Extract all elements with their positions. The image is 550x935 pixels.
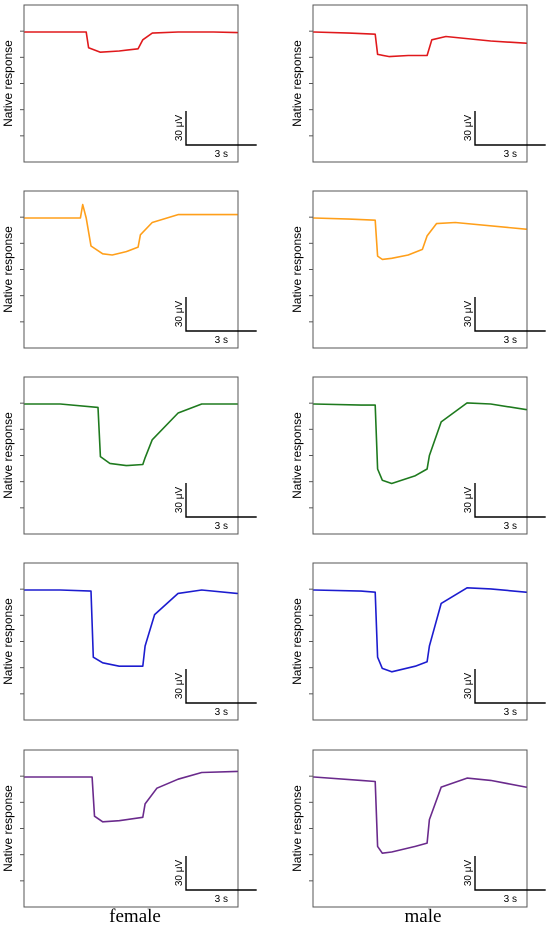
y-axis-label: Native response (1, 226, 15, 313)
panel-frame (312, 4, 528, 163)
y-axis-label: Native response (290, 785, 304, 872)
y-axis-label: Native response (290, 40, 304, 127)
scale-bar (474, 669, 546, 704)
scale-bar (474, 297, 546, 332)
panel-male-1: Native response 30 μV 3 s (290, 4, 546, 163)
scale-bar-time-label: 3 s (215, 149, 228, 160)
response-trace (24, 203, 238, 256)
scale-bar-voltage-label: 30 μV (463, 487, 474, 514)
scale-bar (185, 111, 257, 146)
scale-bar-time-label: 3 s (215, 335, 228, 346)
scale-bar-time-label: 3 s (504, 707, 517, 718)
panel-frame (23, 376, 239, 535)
response-trace (24, 589, 238, 668)
scale-bar-time-label: 3 s (215, 521, 228, 532)
response-trace (313, 402, 527, 485)
panel-male-3: Native response 30 μV 3 s (290, 376, 546, 535)
scale-bar-time-label: 3 s (504, 149, 517, 160)
panel-female-2: Native response 30 μV 3 s (1, 190, 257, 349)
panel-female-3: Native response 30 μV 3 s (1, 376, 257, 535)
y-axis-label: Native response (290, 226, 304, 313)
y-axis-label: Native response (290, 412, 304, 499)
scale-bar-voltage-label: 30 μV (174, 860, 185, 887)
response-trace (313, 586, 527, 673)
y-axis-label: Native response (1, 412, 15, 499)
scale-bar-voltage-label: 30 μV (463, 860, 474, 887)
y-axis-label: Native response (290, 598, 304, 685)
y-axis-label: Native response (1, 785, 15, 872)
panel-frame (23, 562, 239, 721)
response-trace (24, 31, 238, 54)
panel-male-2: Native response 30 μV 3 s (290, 190, 546, 349)
scale-bar-voltage-label: 30 μV (174, 301, 185, 328)
response-trace (313, 217, 527, 261)
y-axis-label: Native response (1, 40, 15, 127)
scale-bar-time-label: 3 s (215, 707, 228, 718)
response-trace (24, 403, 238, 467)
scale-bar (185, 669, 257, 704)
response-trace (313, 31, 527, 58)
scale-bar-voltage-label: 30 μV (463, 301, 474, 328)
column-label-male: male (404, 906, 442, 927)
response-trace (313, 776, 527, 855)
scale-bar-voltage-label: 30 μV (174, 115, 185, 142)
panel-frame (312, 190, 528, 349)
scale-bar-time-label: 3 s (504, 521, 517, 532)
scale-bar-time-label: 3 s (504, 894, 517, 905)
scale-bar-voltage-label: 30 μV (463, 115, 474, 142)
panel-frame (23, 749, 239, 908)
scale-bar (185, 297, 257, 332)
scale-bar (185, 483, 257, 518)
panel-female-4: Native response 30 μV 3 s (1, 562, 257, 721)
scale-bar (474, 856, 546, 891)
scale-bar (474, 483, 546, 518)
panel-frame (312, 376, 528, 535)
panel-frame (312, 749, 528, 908)
response-trace (24, 770, 238, 823)
panel-female-5: Native response 30 μV 3 s (1, 749, 257, 908)
scale-bar-time-label: 3 s (504, 335, 517, 346)
panel-female-1: Native response 30 μV 3 s (1, 4, 257, 163)
scale-bar (474, 111, 546, 146)
panel-frame (23, 4, 239, 163)
scale-bar-time-label: 3 s (215, 894, 228, 905)
scale-bar (185, 856, 257, 891)
scale-bar-voltage-label: 30 μV (174, 673, 185, 700)
panel-male-4: Native response 30 μV 3 s (290, 562, 546, 721)
scale-bar-voltage-label: 30 μV (463, 673, 474, 700)
panel-male-5: Native response 30 μV 3 s (290, 749, 546, 908)
column-label-female: female (109, 906, 161, 927)
panel-frame (312, 562, 528, 721)
y-axis-label: Native response (1, 598, 15, 685)
scale-bar-voltage-label: 30 μV (174, 487, 185, 514)
